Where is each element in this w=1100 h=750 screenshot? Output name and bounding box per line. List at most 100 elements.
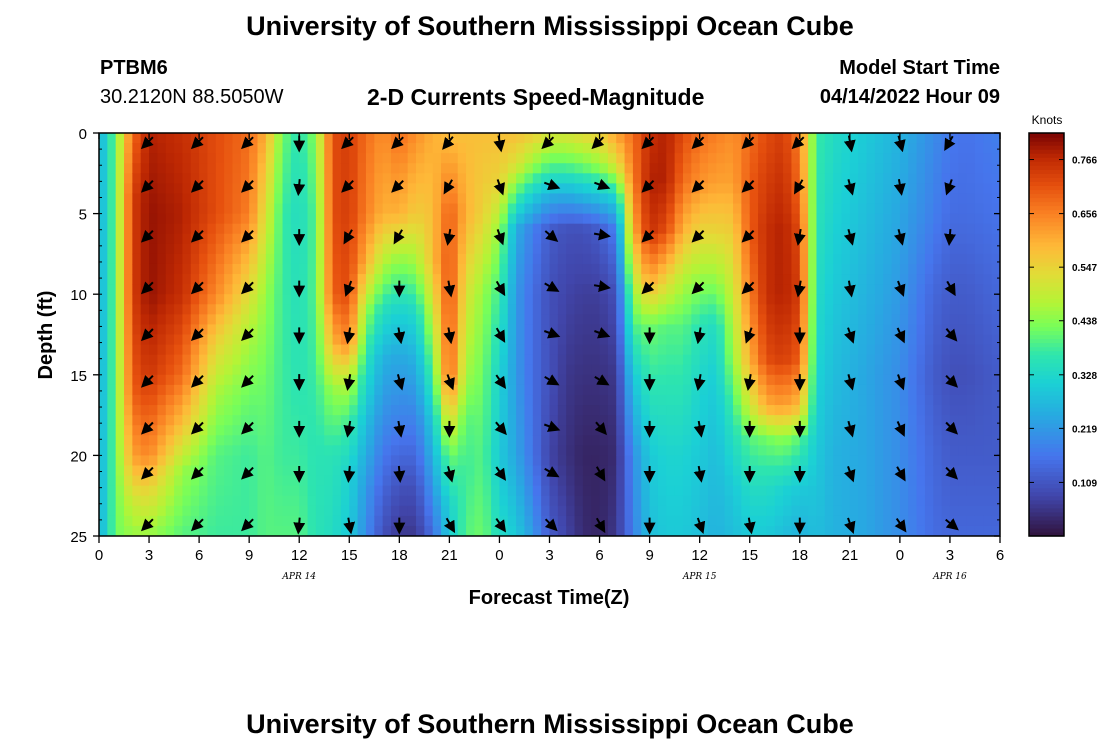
heatmap-cell	[140, 505, 150, 517]
heatmap-cell	[215, 505, 225, 517]
heatmap-cell	[891, 394, 901, 406]
heatmap-cell	[257, 213, 267, 225]
heatmap-cell	[107, 495, 117, 507]
heatmap-cell	[274, 133, 284, 144]
heatmap-cell	[424, 153, 434, 164]
heatmap-cell	[124, 455, 133, 467]
heatmap-cell	[124, 445, 133, 456]
heatmap-cell	[357, 193, 367, 205]
heatmap-cell	[874, 465, 884, 477]
heatmap-cell	[866, 274, 876, 285]
heatmap-cell	[682, 233, 692, 245]
heatmap-cell	[883, 445, 893, 456]
current-vector-arrow	[343, 465, 356, 483]
heatmap-cell	[507, 455, 517, 467]
heatmap-cell	[657, 495, 667, 507]
heatmap-cell	[124, 364, 133, 376]
heatmap-cell	[474, 505, 484, 517]
heatmap-cell	[282, 173, 292, 184]
heatmap-cell	[899, 274, 909, 285]
heatmap-cell	[466, 334, 476, 346]
heatmap-cell	[165, 324, 175, 336]
heatmap-cell	[883, 415, 893, 426]
heatmap-cell	[833, 173, 843, 184]
heatmap-cell	[407, 505, 417, 517]
heatmap-cell	[566, 223, 576, 235]
current-vector-arrow	[442, 136, 455, 150]
heatmap-cell	[674, 253, 684, 265]
heatmap-cell	[891, 455, 901, 467]
heatmap-cell	[257, 314, 267, 326]
heatmap-cell	[441, 203, 450, 215]
heatmap-cell	[991, 394, 1000, 406]
heatmap-cell	[274, 455, 284, 467]
current-vector-arrow	[241, 179, 254, 193]
heatmap-cell	[274, 445, 284, 456]
heatmap-cell	[674, 243, 684, 255]
heatmap-cell	[632, 263, 642, 275]
heatmap-cell	[591, 405, 601, 416]
heatmap-cell	[816, 415, 826, 426]
heatmap-cell	[215, 384, 225, 396]
heatmap-cell	[557, 465, 567, 477]
heatmap-cell	[224, 284, 234, 295]
heatmap-cell	[591, 233, 601, 245]
heatmap-cell	[315, 384, 325, 396]
heatmap-cell	[657, 263, 667, 275]
heatmap-cell	[124, 304, 133, 315]
heatmap-cell	[891, 294, 901, 305]
heatmap-cell	[749, 354, 759, 366]
heatmap-cell	[174, 425, 184, 436]
heatmap-cell	[816, 213, 826, 225]
heatmap-cell	[582, 475, 592, 487]
heatmap-cell	[716, 405, 726, 416]
heatmap-cell	[157, 334, 167, 346]
heatmap-cell	[916, 334, 926, 346]
heatmap-cell	[399, 203, 409, 215]
heatmap-cell	[924, 183, 934, 195]
heatmap-cell	[199, 203, 209, 215]
heatmap-cell	[808, 485, 818, 497]
heatmap-cell	[616, 143, 626, 154]
heatmap-cell	[99, 445, 108, 456]
heatmap-cell	[299, 475, 309, 487]
heatmap-cell	[949, 384, 959, 396]
heatmap-cell	[524, 515, 534, 527]
heatmap-cell	[624, 505, 634, 517]
current-vector-arrow	[641, 281, 655, 295]
heatmap-cell	[966, 304, 976, 315]
heatmap-cell	[808, 243, 818, 255]
heatmap-cell	[632, 354, 642, 366]
heatmap-cell	[215, 193, 225, 205]
heatmap-cell	[924, 445, 934, 456]
heatmap-cell	[441, 223, 450, 235]
heatmap-cell	[165, 243, 175, 255]
heatmap-cell	[983, 263, 993, 275]
heatmap-cell	[307, 193, 317, 205]
heatmap-cell	[99, 263, 108, 275]
heatmap-cell	[958, 304, 968, 315]
heatmap-cell	[624, 415, 634, 426]
heatmap-cell	[282, 505, 292, 517]
heatmap-cell	[424, 314, 434, 326]
heatmap-cell	[149, 304, 158, 315]
heatmap-cell	[808, 394, 818, 406]
heatmap-cell	[132, 304, 142, 315]
heatmap-cell	[491, 354, 501, 366]
heatmap-cell	[424, 284, 434, 295]
heatmap-cell	[649, 233, 659, 245]
heatmap-cell	[416, 193, 425, 205]
heatmap-cell	[949, 314, 959, 326]
heatmap-cell	[841, 153, 851, 164]
heatmap-cell	[299, 354, 309, 366]
heatmap-cell	[941, 143, 951, 154]
heatmap-cell	[816, 525, 826, 536]
heatmap-cell	[566, 394, 576, 406]
heatmap-cell	[249, 133, 259, 144]
heatmap-cell	[207, 153, 217, 164]
heatmap-cell	[382, 485, 392, 497]
heatmap-cell	[733, 203, 742, 215]
heatmap-cell	[933, 193, 943, 205]
heatmap-cell	[699, 253, 709, 265]
heatmap-cell	[549, 153, 559, 164]
